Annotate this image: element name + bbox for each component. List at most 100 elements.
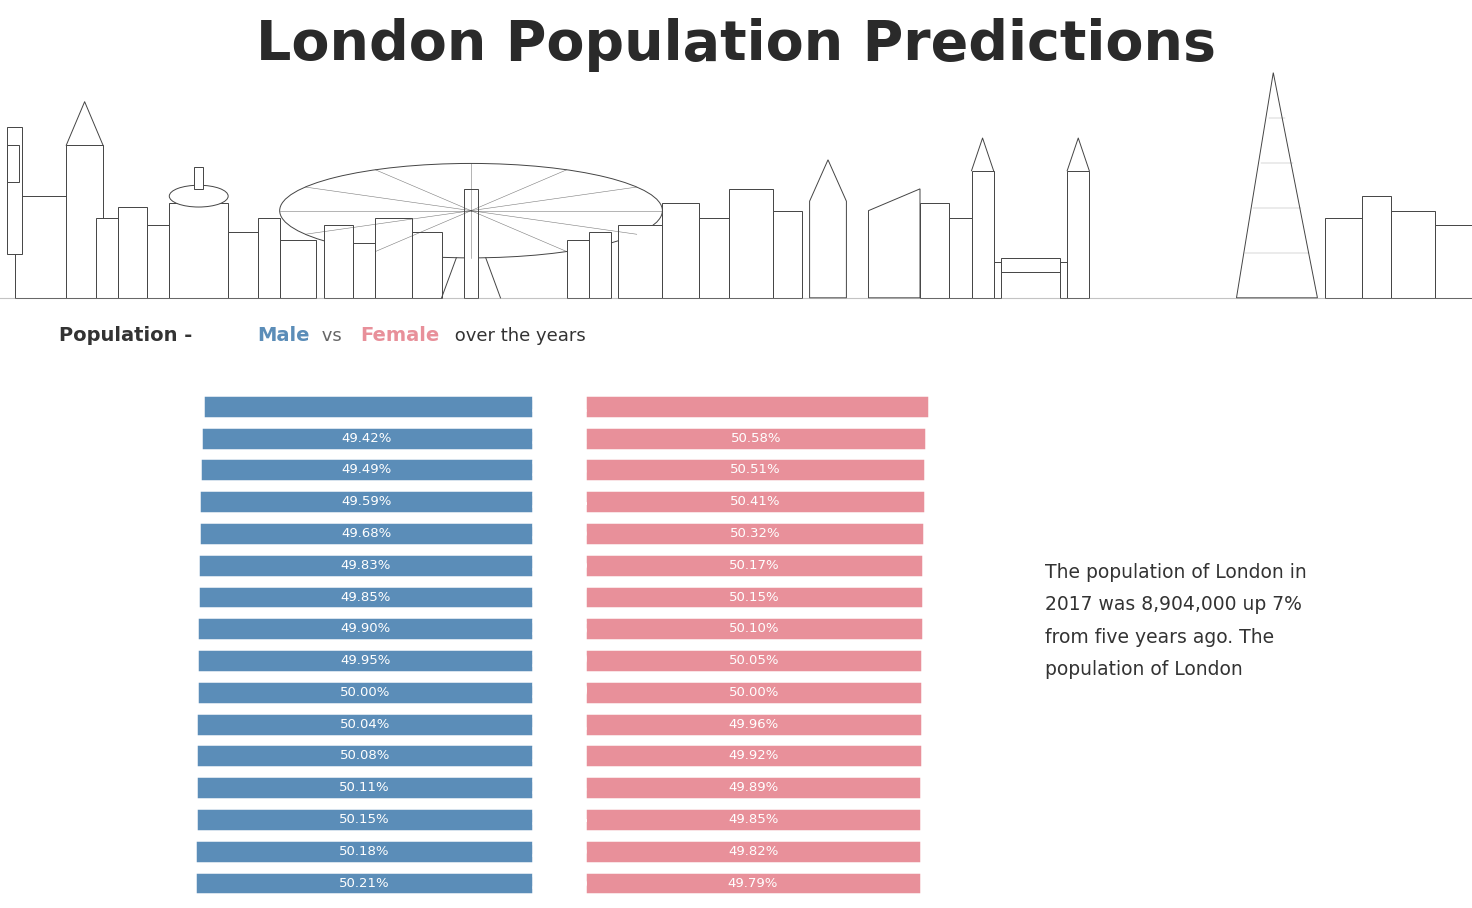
Bar: [586, 713, 921, 735]
Text: 50.15%: 50.15%: [339, 813, 390, 826]
Text: 49.82%: 49.82%: [729, 844, 779, 858]
Bar: [199, 490, 533, 513]
Bar: [699, 218, 729, 298]
Text: 49.59%: 49.59%: [342, 495, 392, 508]
Bar: [729, 189, 773, 298]
Text: The population of London in
2017 was 8,904,000 up 7%
from five years ago. The
po: The population of London in 2017 was 8,9…: [1045, 563, 1307, 679]
Bar: [197, 554, 533, 577]
Bar: [7, 145, 19, 182]
Text: 50.08%: 50.08%: [340, 749, 390, 763]
Bar: [586, 427, 926, 449]
Text: 49.79%: 49.79%: [727, 876, 779, 890]
Bar: [773, 211, 802, 298]
Text: 2018: 2018: [530, 618, 589, 639]
Text: 2017: 2017: [530, 587, 589, 607]
Text: 50.00%: 50.00%: [729, 686, 779, 699]
Bar: [586, 395, 929, 418]
Bar: [994, 262, 1001, 298]
Bar: [618, 225, 662, 298]
Bar: [586, 617, 923, 640]
Text: 2022: 2022: [530, 745, 589, 766]
Bar: [196, 808, 533, 831]
Bar: [197, 586, 533, 608]
Bar: [586, 776, 921, 799]
Text: 2012: 2012: [530, 428, 589, 449]
Bar: [169, 203, 228, 298]
Bar: [1362, 196, 1391, 298]
Text: 2019: 2019: [530, 650, 589, 671]
Bar: [66, 145, 103, 298]
Polygon shape: [810, 160, 846, 298]
Text: 50.15%: 50.15%: [729, 590, 780, 604]
Bar: [586, 872, 920, 894]
Text: 50.05%: 50.05%: [729, 654, 779, 667]
Text: 2023: 2023: [530, 777, 589, 798]
Text: Female: Female: [361, 326, 440, 345]
Text: 2024: 2024: [530, 809, 589, 830]
Bar: [1060, 262, 1067, 298]
Bar: [324, 225, 353, 298]
Text: 49.95%: 49.95%: [340, 654, 390, 667]
Bar: [1067, 171, 1089, 298]
Text: 49.49%: 49.49%: [342, 463, 392, 477]
Bar: [586, 586, 923, 608]
Text: 49.85%: 49.85%: [729, 813, 779, 826]
Text: 2011: 2011: [530, 396, 589, 417]
Bar: [196, 872, 533, 894]
Text: 50.04%: 50.04%: [340, 717, 390, 731]
Bar: [228, 232, 258, 298]
Text: 49.42%: 49.42%: [342, 431, 392, 445]
Text: 49.68%: 49.68%: [342, 527, 392, 540]
Text: 50.51%: 50.51%: [730, 463, 780, 477]
Bar: [586, 554, 923, 577]
Bar: [586, 840, 921, 863]
Text: 49.83%: 49.83%: [340, 558, 390, 572]
Bar: [196, 745, 533, 767]
Bar: [118, 207, 147, 298]
Text: over the years: over the years: [449, 327, 586, 345]
Text: 2021: 2021: [530, 714, 589, 735]
Bar: [586, 745, 921, 767]
Polygon shape: [1236, 73, 1317, 298]
Text: 49.96%: 49.96%: [729, 717, 779, 731]
Text: London Population Predictions: London Population Predictions: [256, 18, 1216, 72]
Text: 49.89%: 49.89%: [729, 781, 779, 794]
Bar: [586, 649, 923, 672]
Text: Population -: Population -: [59, 326, 199, 345]
Bar: [280, 240, 316, 298]
Text: 49.92%: 49.92%: [729, 749, 779, 763]
Text: 2014: 2014: [530, 491, 589, 512]
Text: 2015: 2015: [530, 523, 589, 544]
Bar: [199, 522, 533, 545]
Bar: [353, 243, 375, 298]
Bar: [203, 395, 533, 418]
Bar: [662, 203, 699, 298]
Bar: [96, 218, 118, 298]
Bar: [920, 203, 949, 298]
Polygon shape: [868, 189, 920, 298]
Bar: [586, 490, 924, 513]
Bar: [464, 189, 478, 298]
Bar: [1391, 211, 1435, 298]
Bar: [196, 840, 533, 863]
Bar: [586, 459, 926, 481]
Text: 50.32%: 50.32%: [730, 527, 780, 540]
Text: 2016: 2016: [530, 555, 589, 576]
Text: 50.58%: 50.58%: [730, 431, 782, 445]
Text: 50.18%: 50.18%: [339, 844, 390, 858]
Text: 50.21%: 50.21%: [339, 876, 390, 890]
Bar: [589, 232, 611, 298]
Bar: [1435, 225, 1472, 298]
Text: 50.17%: 50.17%: [729, 558, 780, 572]
Bar: [194, 167, 203, 189]
Bar: [567, 240, 589, 298]
Bar: [412, 232, 442, 298]
Bar: [1325, 218, 1362, 298]
Text: 2025: 2025: [530, 841, 589, 862]
Bar: [586, 808, 921, 831]
Bar: [949, 218, 972, 298]
Bar: [197, 681, 533, 704]
Text: 50.00%: 50.00%: [340, 686, 390, 699]
Bar: [200, 427, 533, 449]
Bar: [586, 681, 921, 704]
